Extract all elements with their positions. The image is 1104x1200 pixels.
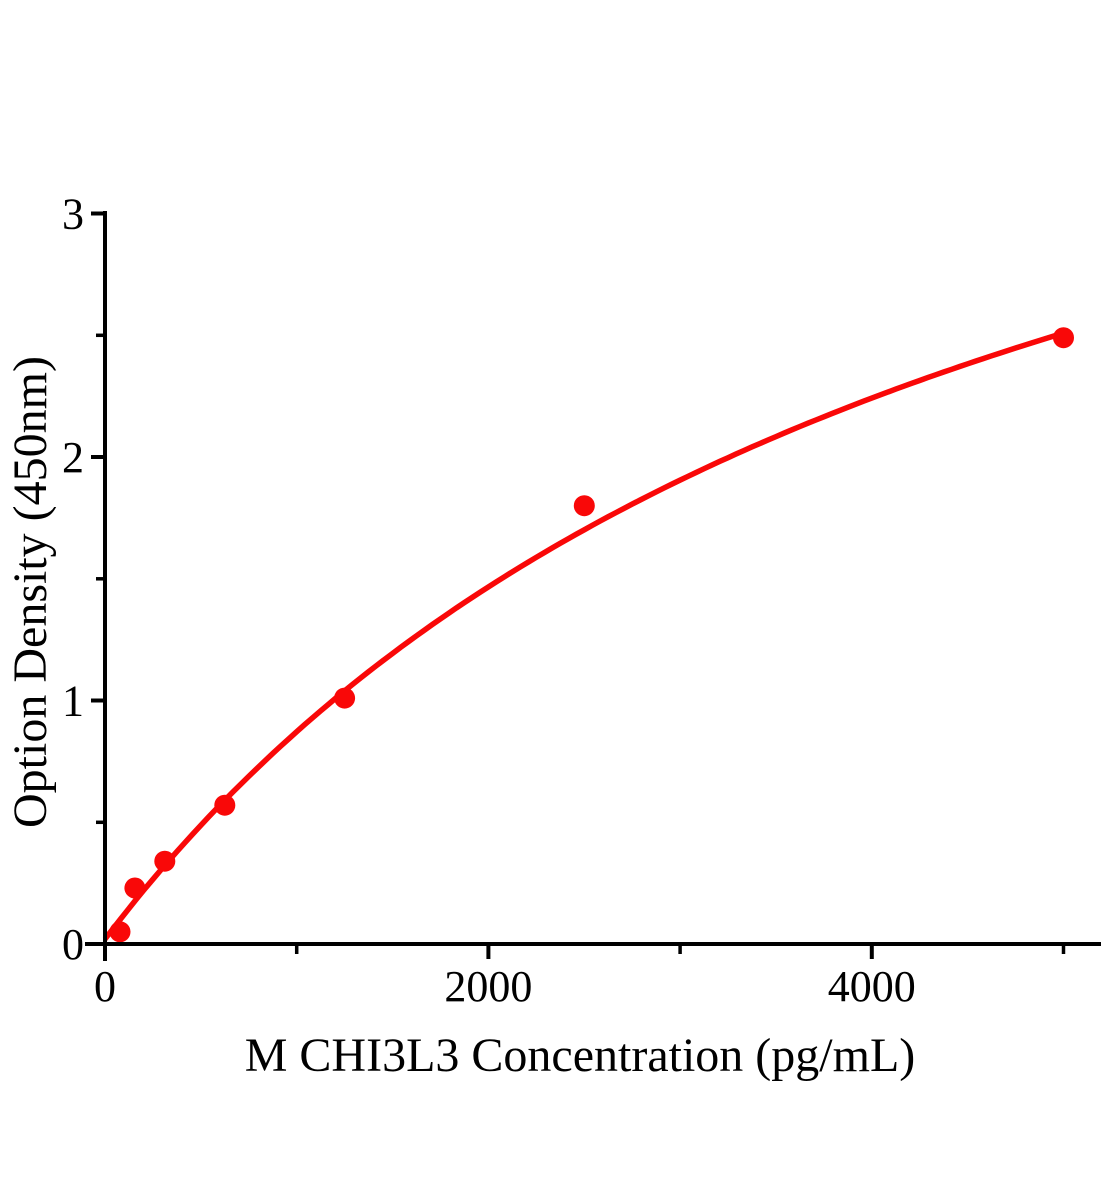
x-tick-label: 4000 — [828, 962, 916, 1011]
y-tick-label: 3 — [62, 190, 84, 239]
data-point — [154, 850, 176, 872]
y-tick-label: 2 — [62, 433, 84, 482]
y-tick-label: 0 — [62, 920, 84, 969]
data-point — [109, 921, 131, 943]
x-tick-label: 2000 — [444, 962, 532, 1011]
data-point — [124, 877, 146, 899]
x-axis-title: M CHI3L3 Concentration (pg/mL) — [245, 1029, 916, 1082]
axis-layer: 0 2000 4000 0 1 2 3 — [62, 190, 1101, 1011]
fit-curve-line — [102, 330, 1065, 941]
y-tick-label: 1 — [62, 677, 84, 726]
data-point — [573, 495, 595, 517]
plot-layer — [102, 327, 1074, 943]
y-axis-title: Option Density (450nm) — [4, 356, 57, 828]
data-point — [1053, 327, 1074, 349]
x-tick-label: 0 — [94, 962, 116, 1011]
data-point — [214, 794, 236, 816]
data-point — [334, 687, 356, 709]
